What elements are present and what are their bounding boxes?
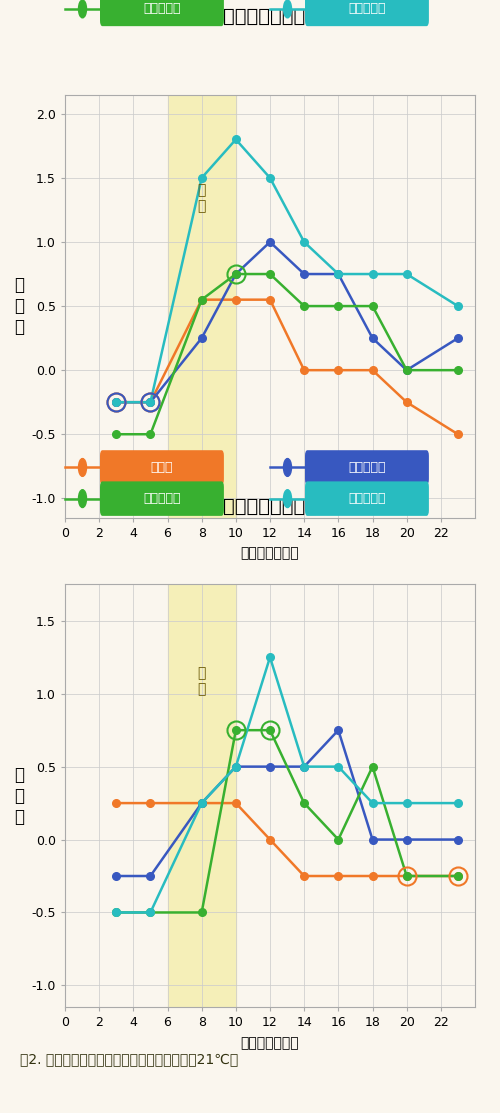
Text: スクワット: スクワット (348, 2, 386, 16)
X-axis label: 試験時間（分）: 試験時間（分） (240, 1036, 300, 1051)
Title: 快適感の経時変化: 快適感の経時変化 (223, 498, 317, 516)
Text: ラジオ体操: ラジオ体操 (143, 492, 180, 505)
X-axis label: 試験時間（分）: 試験時間（分） (240, 546, 300, 561)
Bar (168, 95, 236, 518)
Text: ラジオ体操: ラジオ体操 (143, 2, 180, 16)
Y-axis label: 温
冷
感: 温 冷 感 (14, 276, 24, 336)
Text: ストレッチ: ストレッチ (348, 461, 386, 474)
Title: 温冷感の経時変化: 温冷感の経時変化 (223, 8, 317, 27)
Y-axis label: 快
適
感: 快 適 感 (14, 766, 24, 826)
Text: スクワット: スクワット (348, 492, 386, 505)
Text: 運
動: 運 動 (198, 183, 206, 213)
Text: 足踏み: 足踏み (150, 461, 173, 474)
Text: 運
動: 運 動 (198, 666, 206, 697)
Text: 図2. 被験者試験のアンケート結果（設定温度21℃）: 図2. 被験者試験のアンケート結果（設定温度21℃） (20, 1052, 238, 1066)
Bar (168, 584, 236, 1007)
